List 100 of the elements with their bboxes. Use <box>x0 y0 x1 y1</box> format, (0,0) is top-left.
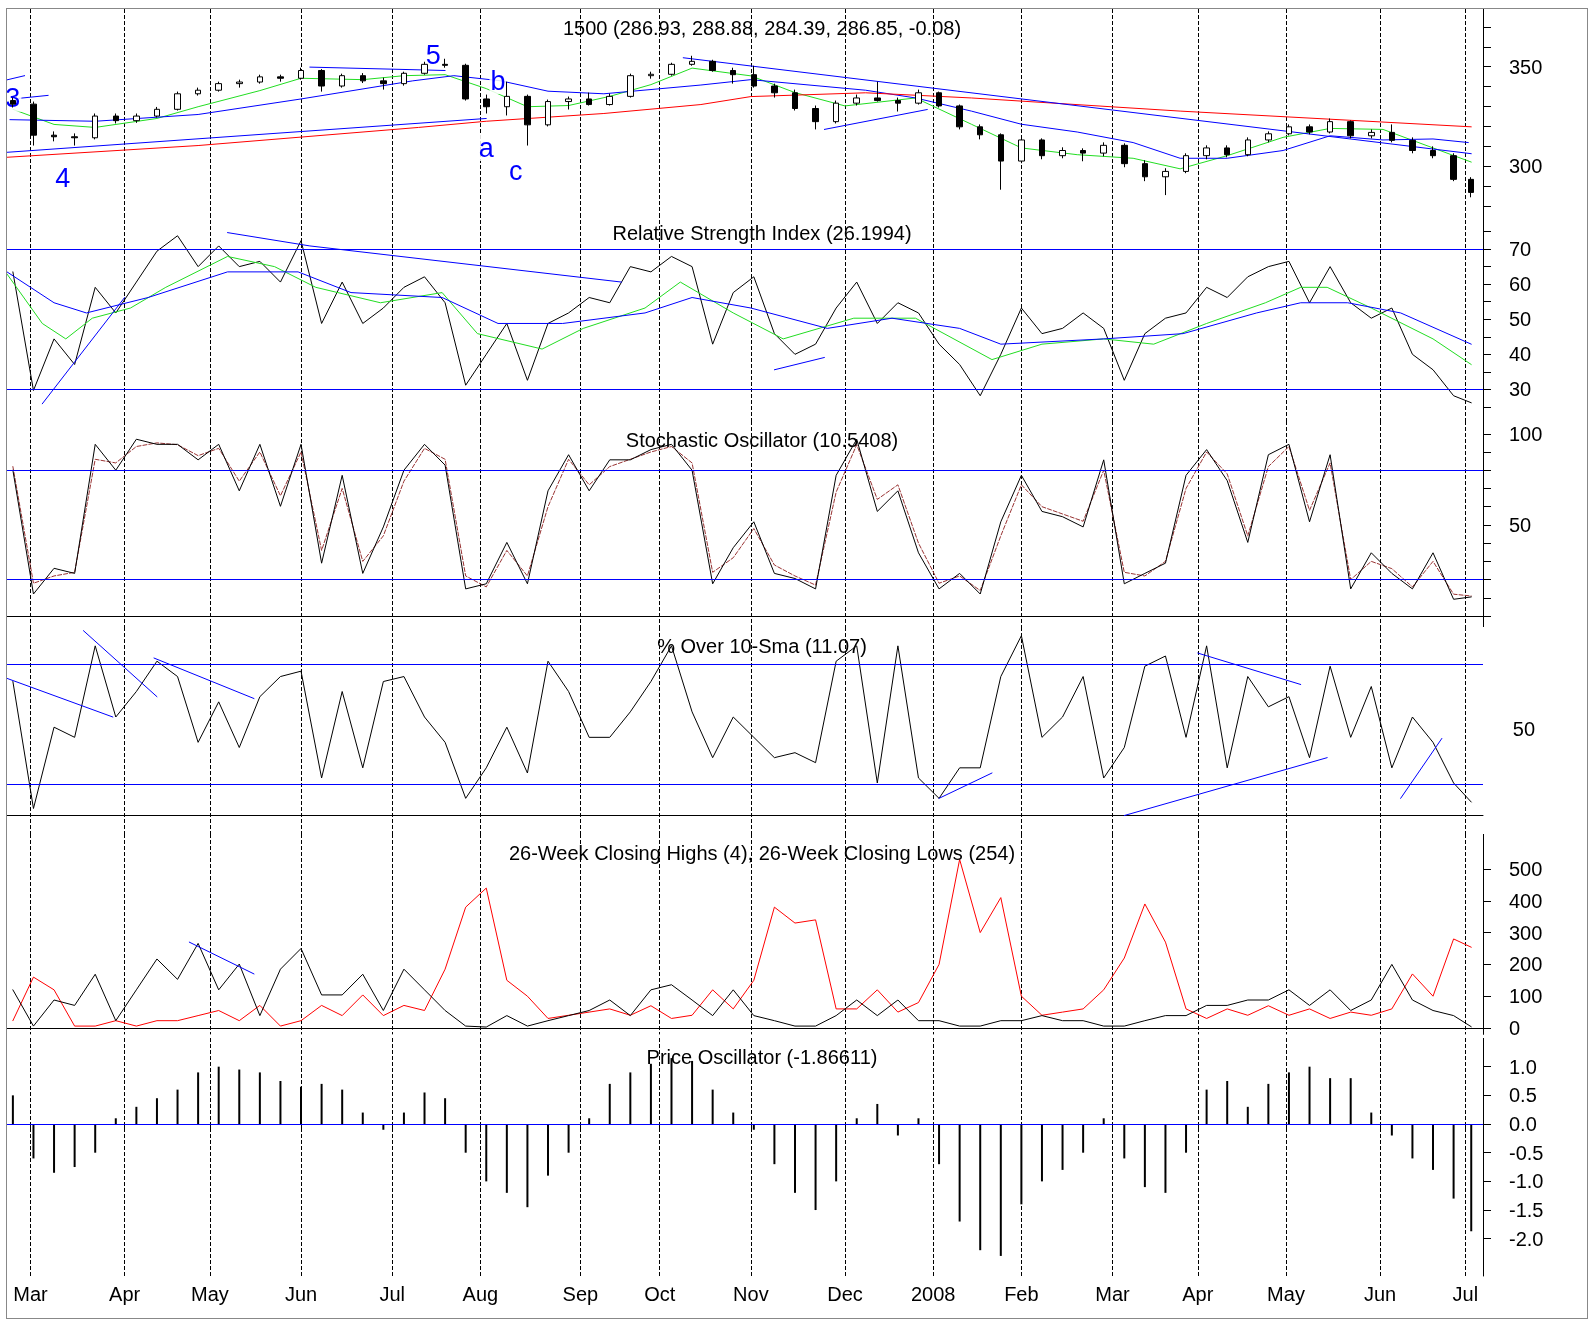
bar <box>547 1124 549 1176</box>
candlestick <box>113 112 119 124</box>
candlestick <box>565 96 572 111</box>
candlestick <box>1450 152 1457 182</box>
bar <box>176 1089 179 1125</box>
candlestick <box>730 67 736 85</box>
bar <box>958 1124 961 1222</box>
candlestick <box>545 99 551 127</box>
candlestick <box>1203 144 1210 160</box>
bar <box>1164 1124 1167 1193</box>
y-tick-label: 40 <box>1509 343 1532 366</box>
bar <box>197 1072 200 1125</box>
bar <box>1102 1118 1105 1125</box>
candlestick <box>895 97 901 112</box>
y-tick-label: 0 <box>1509 1017 1521 1039</box>
x-tick-label: Apr <box>1182 1283 1214 1305</box>
candlestick <box>277 74 284 83</box>
candlestick <box>627 73 634 99</box>
y-tick-label: -1.0 <box>1509 1170 1544 1193</box>
candlestick <box>874 81 881 103</box>
bar <box>876 1103 879 1125</box>
annotation: a <box>478 132 495 163</box>
candlestick <box>1142 159 1148 182</box>
candlestick <box>195 87 201 97</box>
candlestick <box>339 73 345 89</box>
bar <box>155 1098 158 1125</box>
y-tick-label: 60 <box>1509 273 1532 296</box>
chart-title: 26-Week Closing Highs (4), 26-Week Closing Lows (254) <box>508 842 1016 864</box>
x-tick-label: Mar <box>1095 1283 1131 1305</box>
bar <box>1040 1124 1043 1182</box>
candlestick <box>977 123 983 140</box>
y-tick-label: 70 <box>1509 238 1532 261</box>
candlestick <box>483 94 490 114</box>
bar <box>773 1124 776 1165</box>
candlestick <box>771 83 778 99</box>
x-tick-label: Feb <box>1004 1283 1039 1305</box>
bar <box>938 1124 941 1165</box>
candlestick <box>401 71 407 87</box>
bar <box>711 1089 714 1125</box>
candlestick <box>1327 117 1333 134</box>
bar <box>1411 1124 1414 1159</box>
bar <box>732 1112 735 1125</box>
bar <box>1432 1124 1435 1170</box>
bar <box>444 1098 447 1125</box>
y-tick-label: 300 <box>1509 921 1543 944</box>
candlestick <box>833 100 839 124</box>
bar <box>835 1124 838 1182</box>
y-tick-label: 50 <box>1509 308 1532 331</box>
bar <box>1246 1106 1249 1125</box>
bar <box>423 1092 426 1125</box>
candlestick <box>1430 145 1436 159</box>
candlestick <box>10 97 16 109</box>
bar <box>505 1124 508 1193</box>
candlestick <box>709 59 716 73</box>
bar <box>1123 1124 1126 1159</box>
y-tick-label: 300 <box>1509 155 1543 178</box>
bar <box>1226 1081 1229 1125</box>
y-tick-label: -0.5 <box>1509 1141 1544 1164</box>
x-tick-label: Dec <box>827 1283 863 1305</box>
annotation: 5 <box>425 39 441 70</box>
candlestick <box>1183 152 1189 174</box>
bar <box>917 1118 920 1125</box>
candlestick <box>1121 142 1128 168</box>
bar <box>1370 1112 1373 1125</box>
bar <box>94 1124 97 1153</box>
bar <box>341 1089 344 1125</box>
y-tick-label: 1.0 <box>1509 1055 1537 1078</box>
candlestick <box>154 106 160 118</box>
annotation: 4 <box>55 163 71 194</box>
candlestick <box>812 105 819 130</box>
bar <box>793 1124 796 1193</box>
candlestick <box>380 77 387 91</box>
candlestick <box>236 79 243 89</box>
y-tick-label: 100 <box>1509 422 1543 445</box>
candlestick <box>318 68 325 93</box>
candlestick <box>360 72 366 84</box>
bar <box>608 1083 611 1125</box>
candlestick <box>792 89 798 111</box>
candlestick <box>915 89 922 106</box>
candlestick <box>174 91 181 111</box>
candlestick <box>1039 137 1045 160</box>
y-tick-label: 200 <box>1509 953 1543 976</box>
bar <box>999 1124 1002 1256</box>
bar <box>402 1112 405 1125</box>
bar <box>526 1124 529 1208</box>
x-tick-label: Jun <box>284 1283 318 1305</box>
bar <box>1470 1124 1473 1232</box>
y-tick-label: 400 <box>1509 889 1543 912</box>
candlestick <box>1100 141 1107 157</box>
bar <box>53 1124 56 1173</box>
candlestick <box>689 55 695 67</box>
candlestick <box>853 94 860 107</box>
bar <box>855 1118 858 1125</box>
bar <box>238 1069 241 1125</box>
bar <box>217 1066 220 1125</box>
bar <box>464 1124 467 1153</box>
bar <box>258 1072 261 1125</box>
chart-title: 1500 (286.93, 288.88, 284.39, 286.85, -0.08) <box>562 17 962 39</box>
bar <box>1329 1078 1332 1125</box>
candlestick <box>133 112 140 124</box>
